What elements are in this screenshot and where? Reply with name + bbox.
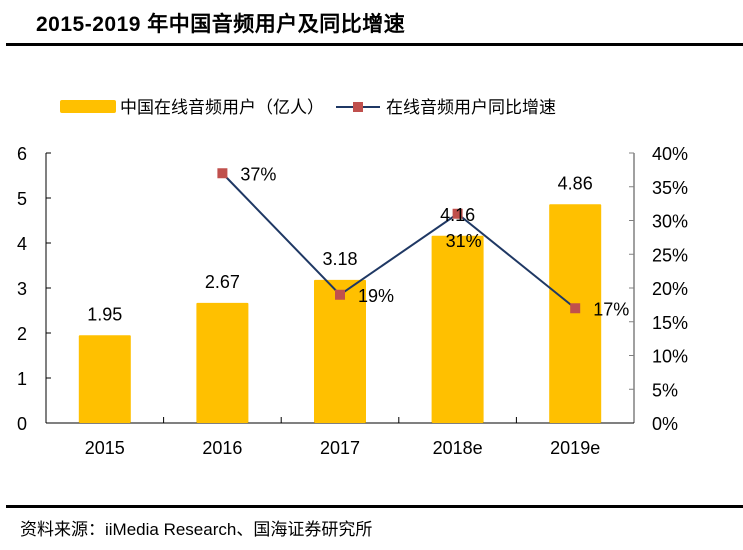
left-axis-tick-label: 4 — [17, 234, 27, 254]
left-axis-tick-label: 3 — [17, 279, 27, 299]
right-axis-tick-label: 0% — [652, 414, 678, 434]
source-note: 资料来源：iiMedia Research、国海证券研究所 — [20, 520, 373, 539]
title-divider — [6, 43, 743, 46]
bar-value-label: 3.18 — [322, 249, 357, 269]
growth-value-label: 19% — [358, 286, 394, 306]
growth-marker-2019e — [570, 303, 581, 314]
legend: 中国在线音频用户（亿人） 在线音频用户同比增速 — [60, 98, 556, 117]
bar-2017 — [314, 279, 366, 423]
right-axis-tick-label: 5% — [652, 380, 678, 400]
x-axis-tick-label: 2018e — [433, 438, 483, 458]
bar-value-label: 1.95 — [87, 304, 122, 324]
chart-title: 2015-2019 年中国音频用户及同比增速 — [36, 13, 406, 36]
right-axis-tick-label: 15% — [652, 313, 688, 333]
bar-2018e — [431, 235, 484, 423]
bar-value-label: 2.67 — [205, 272, 240, 292]
right-axis-tick-label: 25% — [652, 245, 688, 265]
x-axis-tick-label: 2015 — [85, 438, 125, 458]
growth-value-label: 31% — [446, 231, 482, 251]
legend-swatch-marker — [353, 102, 363, 112]
left-axis-tick-label: 6 — [17, 144, 27, 164]
growth-marker-2018e — [452, 208, 463, 219]
left-axis-tick-label: 2 — [17, 324, 27, 344]
x-axis-tick-label: 2017 — [320, 438, 360, 458]
bar-2015 — [78, 335, 131, 423]
growth-value-label: 17% — [593, 299, 629, 319]
bar-value-label: 4.86 — [558, 173, 593, 193]
x-axis-tick-label: 2016 — [202, 438, 242, 458]
legend-label-bar: 中国在线音频用户（亿人） — [120, 98, 324, 117]
growth-rate-line — [221, 172, 576, 310]
left-axis-tick-label: 1 — [17, 369, 27, 389]
bar-2019e — [549, 204, 602, 423]
right-axis-tick-label: 35% — [652, 178, 688, 198]
growth-marker-2017 — [335, 289, 345, 300]
legend-label-line: 在线音频用户同比增速 — [386, 98, 556, 117]
right-axis-tick-label: 10% — [652, 347, 688, 367]
bar-2016 — [196, 302, 249, 423]
x-axis-tick-label: 2019e — [550, 438, 600, 458]
source-divider — [6, 505, 743, 508]
legend-swatch-bar — [60, 100, 116, 113]
right-axis-tick-label: 30% — [652, 212, 688, 232]
bar-value-label: 4.16 — [440, 205, 475, 225]
chart-area: 中国在线音频用户（亿人） 在线音频用户同比增速 0 1 2 3 4 5 6 0% 5% 10% 15… — [17, 98, 688, 458]
growth-value-label: 37% — [240, 164, 276, 184]
left-axis-tick-label: 0 — [17, 414, 27, 434]
right-axis-tick-label: 40% — [652, 144, 688, 164]
growth-marker-2016 — [217, 168, 228, 179]
right-axis-tick-label: 20% — [652, 279, 688, 299]
left-axis-tick-label: 5 — [17, 189, 27, 209]
